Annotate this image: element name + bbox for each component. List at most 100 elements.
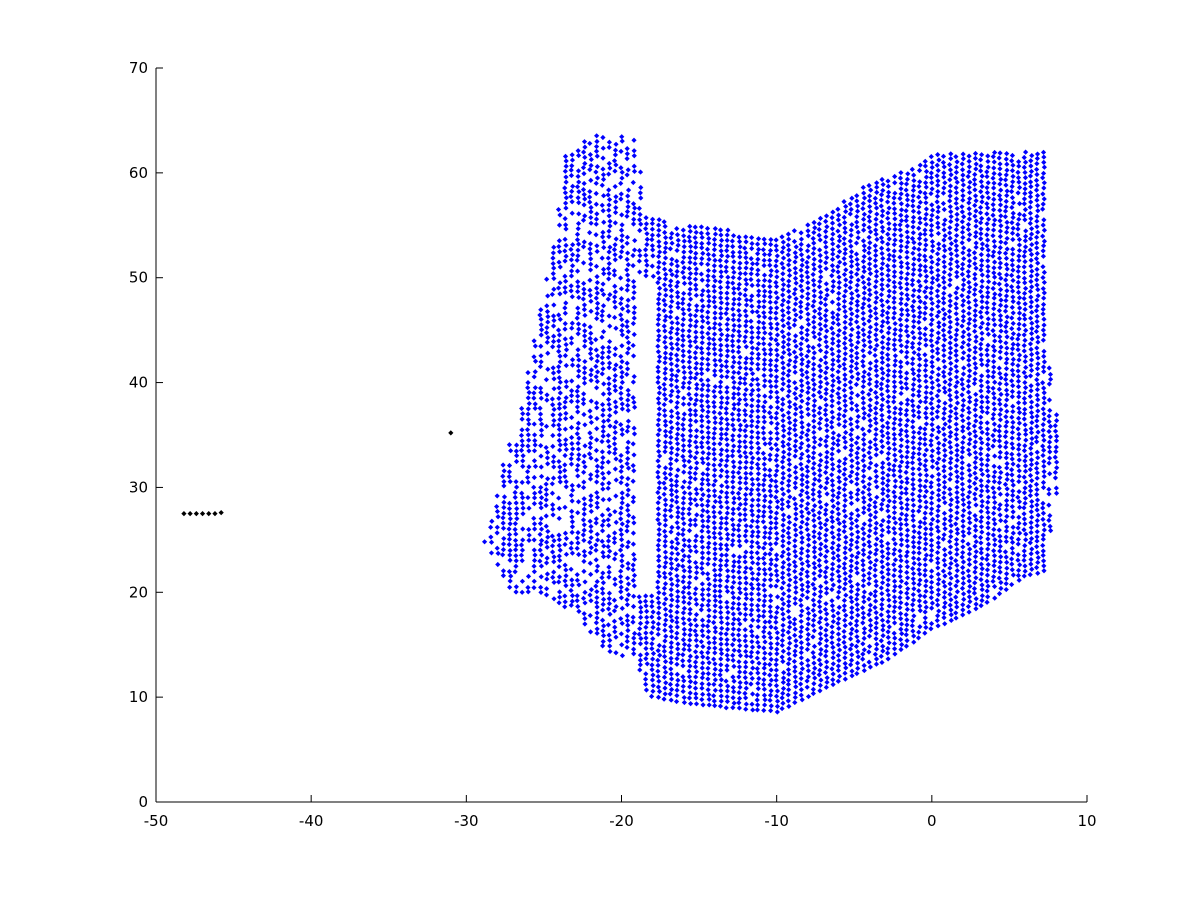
data-point (557, 474, 563, 481)
data-point (606, 449, 612, 456)
data-point (600, 628, 606, 634)
data-point (538, 464, 544, 470)
data-point (551, 286, 557, 292)
data-point (575, 398, 581, 405)
data-point (569, 362, 576, 368)
data-point (599, 617, 606, 623)
data-point (587, 188, 593, 195)
data-point (594, 537, 601, 543)
data-point (574, 431, 580, 437)
data-point (594, 594, 600, 601)
data-point (506, 474, 512, 480)
data-point (574, 545, 580, 551)
data-point (600, 229, 606, 236)
data-point (526, 400, 532, 407)
data-point (545, 314, 551, 320)
data-point (556, 579, 562, 585)
data-point (599, 354, 605, 361)
data-point (600, 424, 606, 430)
data-point (581, 459, 587, 465)
data-point (557, 359, 563, 365)
data-point (550, 250, 556, 256)
data-point (582, 154, 588, 160)
data-point (513, 584, 519, 590)
data-point (562, 284, 568, 291)
data-point (539, 432, 545, 439)
data-point (606, 386, 612, 392)
data-point (600, 166, 606, 172)
data-point (600, 281, 606, 287)
data-point (593, 542, 599, 548)
data-point (506, 536, 513, 542)
data-point (550, 323, 557, 329)
data-point (593, 143, 600, 150)
data-point (539, 552, 545, 558)
data-point (576, 294, 582, 301)
data-point (588, 493, 594, 499)
data-point (556, 338, 562, 344)
data-point (544, 455, 551, 461)
data-point (599, 182, 605, 188)
data-point (606, 569, 612, 575)
data-point (568, 456, 574, 462)
data-point (520, 463, 526, 469)
data-point (582, 600, 588, 606)
data-point (520, 511, 526, 517)
data-point (543, 513, 549, 519)
data-point (570, 446, 576, 452)
data-point (562, 185, 568, 191)
data-point (525, 411, 531, 417)
data-point (593, 216, 600, 222)
data-point (581, 180, 587, 187)
data-point (580, 260, 587, 266)
data-point (551, 417, 557, 424)
data-point (600, 601, 606, 607)
data-point (550, 365, 556, 371)
data-point (562, 541, 568, 548)
data-point (568, 566, 574, 572)
data-point (507, 557, 513, 563)
data-point (531, 354, 537, 360)
data-point (606, 522, 612, 528)
data-point (545, 335, 551, 341)
data-point (563, 362, 569, 369)
data-point (574, 572, 580, 578)
data-point (563, 395, 569, 401)
data-point (545, 350, 551, 356)
data-point (582, 443, 588, 449)
data-point (588, 346, 594, 352)
data-point (545, 534, 551, 540)
data-point (557, 379, 563, 385)
data-point (600, 303, 607, 309)
data-point (513, 589, 519, 595)
data-point (562, 593, 568, 599)
data-point (601, 239, 607, 245)
data-point (525, 385, 531, 391)
data-point (606, 396, 612, 403)
data-point (605, 553, 612, 560)
data-point (506, 541, 512, 548)
data-point (588, 372, 594, 378)
data-point (582, 338, 588, 344)
data-point (606, 443, 612, 450)
data-point (575, 253, 581, 259)
data-point (581, 191, 587, 198)
data-point (556, 515, 562, 522)
data-point (549, 481, 555, 487)
data-point (576, 551, 582, 558)
data-point (557, 447, 563, 453)
data-point (562, 216, 568, 222)
data-point (594, 385, 600, 391)
data-point (612, 581, 618, 588)
data-point (494, 524, 500, 530)
data-point (539, 537, 545, 544)
data-point (500, 473, 506, 479)
data-point (575, 440, 581, 446)
data-point (594, 285, 600, 291)
data-point (568, 335, 575, 341)
data-point (562, 236, 568, 242)
data-point (538, 427, 545, 433)
data-point (600, 633, 607, 639)
data-point (605, 606, 612, 612)
